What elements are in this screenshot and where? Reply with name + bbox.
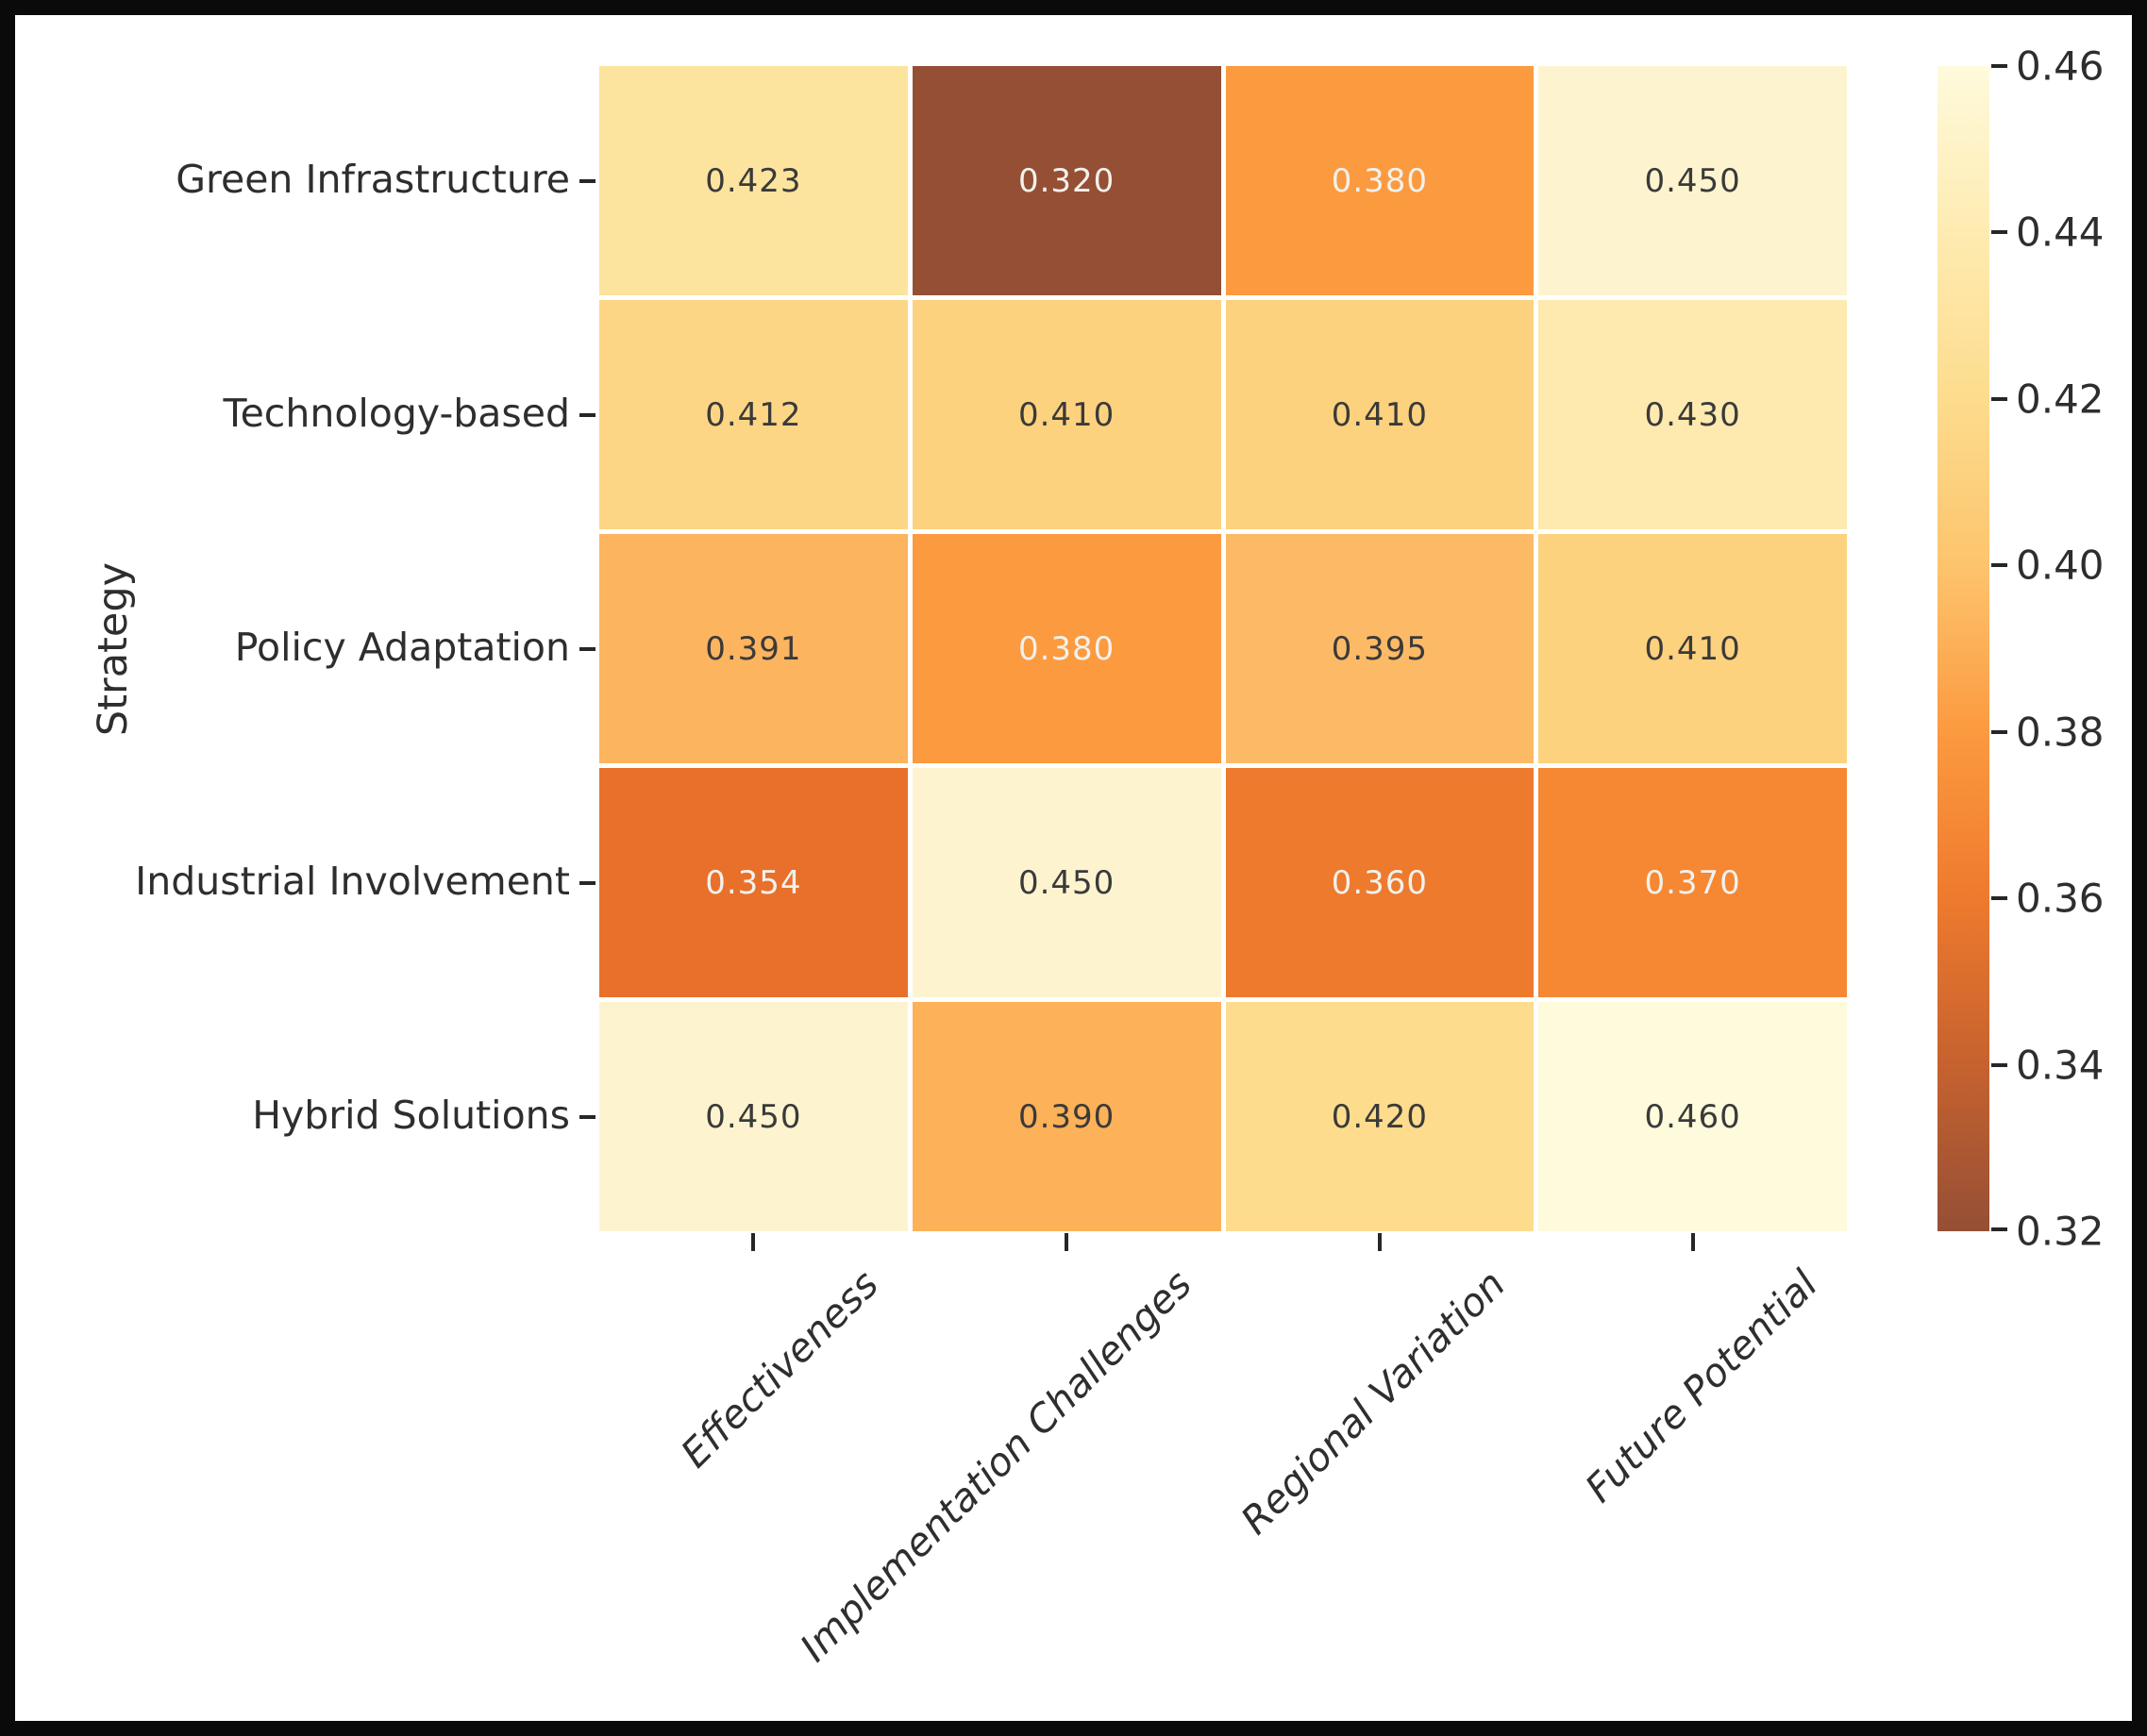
x-tick-label: Regional Variation [1232, 1261, 1514, 1544]
heatmap-cell: 0.410 [1538, 534, 1847, 763]
y-tick-mark [579, 646, 595, 651]
colorbar [1937, 66, 1989, 1231]
y-tick-label: Industrial Involvement [135, 858, 570, 904]
heatmap-cell: 0.410 [1225, 300, 1535, 529]
colorbar-tick-mark [1991, 896, 2007, 901]
x-tick-label: Future Potential [1576, 1261, 1827, 1511]
colorbar-tick-mark [1991, 1062, 2007, 1067]
heatmap-cell: 0.430 [1538, 300, 1847, 529]
heatmap-cell: 0.420 [1225, 1002, 1535, 1231]
heatmap-cell: 0.450 [912, 768, 1221, 997]
colorbar-tick-mark [1991, 396, 2007, 401]
cell-value-label: 0.320 [1017, 161, 1115, 200]
y-axis-title: Strategy [90, 561, 138, 737]
colorbar-tick-label: 0.44 [2016, 209, 2105, 256]
colorbar-tick-mark [1991, 563, 2007, 568]
y-tick-mark [579, 178, 595, 183]
heatmap-cell: 0.450 [599, 1002, 908, 1231]
cell-value-label: 0.380 [1017, 629, 1115, 668]
y-tick-label: Technology-based [223, 390, 571, 436]
heatmap-cell: 0.380 [912, 534, 1221, 763]
heatmap-cell: 0.360 [1225, 768, 1535, 997]
colorbar-tick-label: 0.36 [2016, 875, 2105, 922]
y-tick-mark [579, 880, 595, 885]
colorbar-tick-label: 0.40 [2016, 542, 2105, 589]
heatmap-cell: 0.450 [1538, 66, 1847, 295]
heatmap-cell: 0.390 [912, 1002, 1221, 1231]
colorbar-tick-label: 0.32 [2016, 1208, 2105, 1255]
y-tick-label: Hybrid Solutions [252, 1092, 570, 1138]
cell-value-label: 0.423 [705, 161, 802, 200]
cell-value-label: 0.370 [1644, 863, 1741, 902]
heatmap-cell: 0.354 [599, 768, 908, 997]
x-tick-mark [1690, 1233, 1695, 1251]
cell-value-label: 0.390 [1017, 1097, 1115, 1136]
cell-value-label: 0.395 [1331, 629, 1429, 668]
heatmap-cell: 0.370 [1538, 768, 1847, 997]
colorbar-tick-mark [1991, 230, 2007, 235]
cell-value-label: 0.450 [1644, 161, 1741, 200]
colorbar-tick-label: 0.46 [2016, 42, 2105, 90]
cell-value-label: 0.450 [705, 1097, 802, 1136]
heatmap-cell: 0.320 [912, 66, 1221, 295]
heatmap-cell: 0.380 [1225, 66, 1535, 295]
colorbar-tick-mark [1991, 64, 2007, 68]
heatmap-cell: 0.412 [599, 300, 908, 529]
colorbar-tick-label: 0.42 [2016, 376, 2105, 423]
cell-value-label: 0.380 [1331, 161, 1429, 200]
y-tick-label: Policy Adaptation [234, 624, 570, 670]
colorbar-tick-label: 0.34 [2016, 1042, 2105, 1089]
cell-value-label: 0.420 [1331, 1097, 1429, 1136]
heatmap-cell: 0.423 [599, 66, 908, 295]
y-tick-mark [579, 412, 595, 417]
cell-value-label: 0.430 [1644, 395, 1741, 434]
cell-value-label: 0.412 [705, 395, 802, 434]
cell-value-label: 0.410 [1017, 395, 1115, 434]
heatmap-cell: 0.391 [599, 534, 908, 763]
x-tick-label: Effectiveness [672, 1261, 888, 1477]
x-tick-mark [1377, 1233, 1382, 1251]
cell-value-label: 0.354 [705, 863, 802, 902]
colorbar-tick-label: 0.38 [2016, 709, 2105, 756]
heatmap-cell: 0.460 [1538, 1002, 1847, 1231]
heatmap-grid: 0.423 0.320 0.380 0.450 0.412 0.410 0.410 0.430… [599, 66, 1847, 1231]
cell-value-label: 0.360 [1331, 863, 1429, 902]
cell-value-label: 0.450 [1017, 863, 1115, 902]
heatmap-cell: 0.410 [912, 300, 1221, 529]
heatmap-cell: 0.395 [1225, 534, 1535, 763]
y-tick-label: Green Infrastructure [176, 156, 570, 202]
colorbar-tick-mark [1991, 729, 2007, 734]
x-tick-mark [751, 1233, 756, 1251]
colorbar-tick-mark [1991, 1227, 2007, 1231]
cell-value-label: 0.460 [1644, 1097, 1741, 1136]
cell-value-label: 0.391 [705, 629, 802, 668]
cell-value-label: 0.410 [1331, 395, 1429, 434]
cell-value-label: 0.410 [1644, 629, 1741, 668]
y-tick-mark [579, 1114, 595, 1119]
x-tick-mark [1065, 1233, 1069, 1251]
